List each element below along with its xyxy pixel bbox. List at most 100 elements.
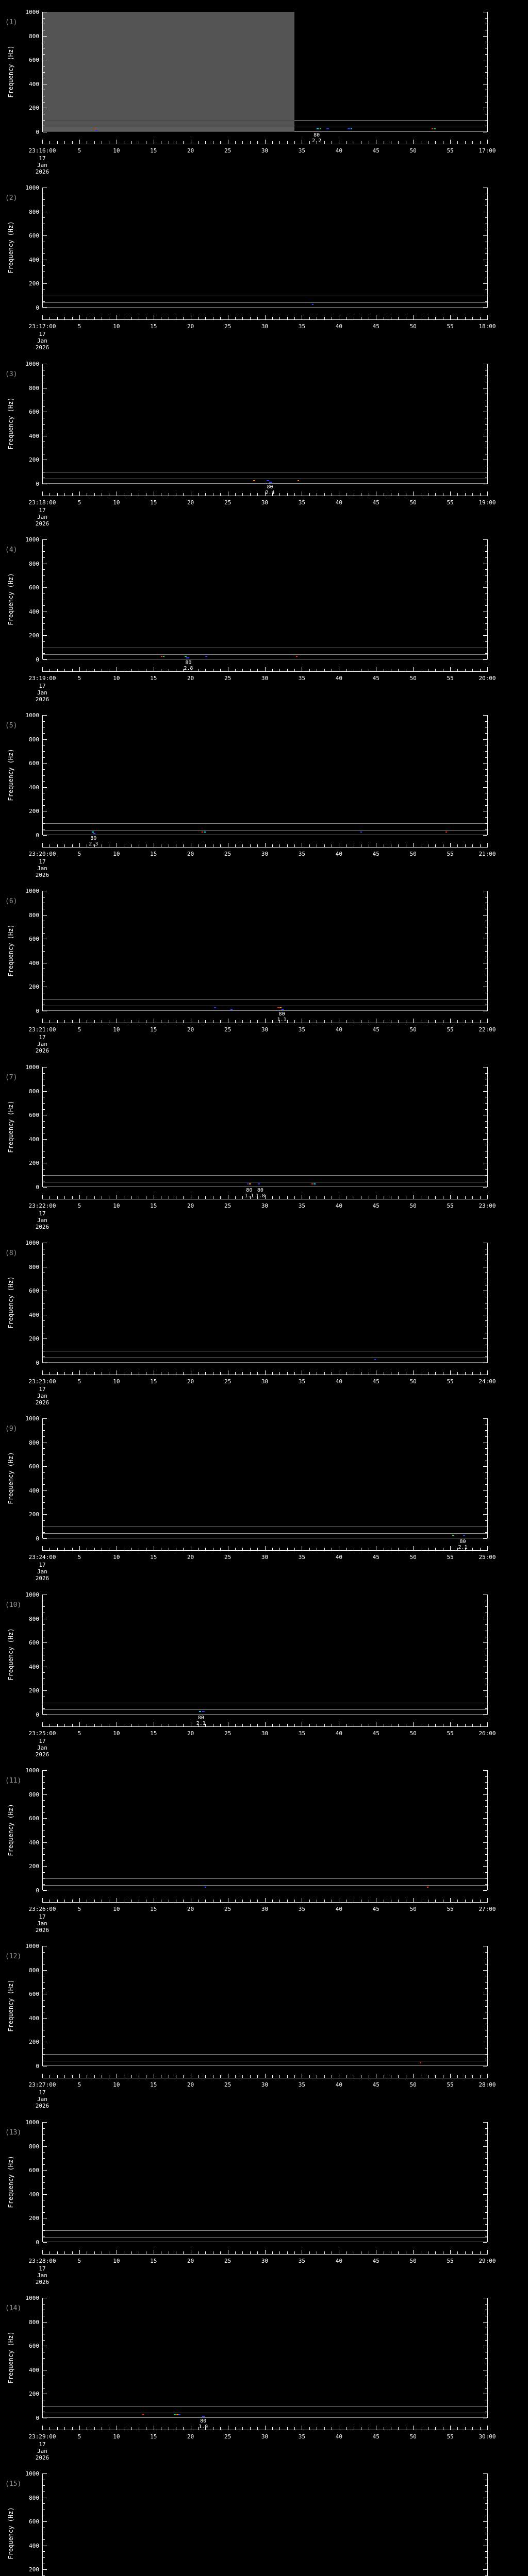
date-line: 2026 — [35, 344, 50, 351]
minute-tick-label: 10 — [113, 1202, 120, 1209]
minute-tick-label: 30 — [261, 499, 269, 506]
frequency-tick-label: 1000 — [25, 1767, 40, 1774]
axis-tick — [43, 2164, 45, 2165]
axis-tick — [472, 493, 473, 496]
axis-tick — [235, 1900, 236, 1902]
axis-tick — [485, 1708, 487, 1709]
end-hour-label: 21:00 — [478, 851, 496, 857]
axis-tick — [485, 951, 487, 952]
axis-tick — [413, 492, 414, 496]
minute-tick-label: 35 — [298, 2433, 306, 2440]
axis-tick — [485, 101, 487, 103]
axis-tick — [294, 141, 295, 144]
axis-tick — [483, 635, 487, 636]
axis-tick — [43, 1338, 47, 1340]
axis-tick — [485, 617, 487, 618]
event-marker — [277, 1007, 279, 1008]
axis-tick — [57, 2075, 58, 2078]
axis-tick — [43, 751, 45, 752]
axis-tick — [346, 1724, 347, 1726]
axis-tick — [43, 787, 47, 788]
date-line: Jan — [37, 865, 47, 872]
axis-tick — [309, 141, 310, 144]
axis-tick — [43, 721, 45, 722]
axis-tick — [450, 140, 451, 144]
axis-tick — [483, 835, 487, 836]
minute-tick-label: 5 — [77, 147, 81, 154]
event-annotation-bottom: 2.3 — [89, 841, 98, 847]
axis-tick — [485, 1448, 487, 1449]
axis-tick — [43, 2206, 45, 2207]
axis-tick — [435, 1724, 436, 1726]
event-marker — [253, 480, 256, 481]
minute-tick-label: 30 — [261, 1554, 269, 1561]
axis-tick — [472, 1724, 473, 1726]
axis-tick — [43, 2557, 45, 2558]
axis-tick — [43, 1836, 45, 1837]
event-marker — [295, 656, 298, 657]
axis-tick — [94, 669, 95, 671]
minute-tick-label: 20 — [187, 1554, 194, 1561]
minute-tick-label: 35 — [298, 499, 306, 506]
y-axis-right — [487, 2298, 488, 2418]
axis-tick — [413, 2074, 414, 2078]
spectrogram-plot-area — [42, 188, 487, 308]
axis-tick — [43, 2321, 47, 2323]
axis-tick — [483, 2521, 487, 2522]
axis-tick — [205, 2075, 206, 2078]
minute-tick-label: 25 — [224, 1906, 232, 1912]
axis-tick — [198, 669, 199, 671]
axis-tick — [398, 1020, 399, 1023]
minute-tick-label: 45 — [372, 1906, 380, 1912]
axis-tick — [183, 2075, 184, 2078]
event-annotation-top: 80 — [185, 660, 192, 666]
axis-tick — [43, 1430, 45, 1431]
axis-tick — [131, 493, 132, 496]
event-annotation: 80 2.1 — [458, 1539, 468, 1550]
axis-tick — [242, 1724, 243, 1726]
spectrogram-plot-area — [42, 2473, 487, 2576]
minute-tick-label: 40 — [335, 147, 342, 154]
axis-tick — [483, 715, 487, 716]
axis-tick — [483, 1818, 487, 1819]
axis-tick — [94, 2251, 95, 2254]
noise-band-line — [42, 1362, 487, 1363]
axis-tick — [250, 2251, 251, 2254]
axis-tick — [309, 2251, 310, 2254]
axis-tick — [398, 1372, 399, 1375]
axis-tick — [450, 1195, 451, 1199]
axis-tick — [183, 844, 184, 847]
minute-tick-label: 25 — [224, 499, 232, 506]
axis-tick — [94, 1548, 95, 1550]
axis-tick — [183, 1548, 184, 1550]
axis-tick — [485, 2539, 487, 2540]
axis-tick — [472, 1372, 473, 1375]
event-annotation-bottom: 2.4 — [265, 490, 275, 496]
y-axis — [42, 2122, 43, 2242]
axis-tick — [72, 1900, 73, 1902]
axis-tick — [43, 823, 45, 824]
axis-tick — [43, 283, 47, 284]
minute-tick-label: 20 — [187, 1906, 194, 1912]
axis-tick — [43, 2122, 47, 2123]
axis-tick — [457, 1372, 458, 1375]
axis-tick — [487, 1898, 488, 1902]
axis-tick — [485, 1812, 487, 1813]
axis-tick — [183, 2251, 184, 2254]
axis-tick — [485, 18, 487, 19]
event-marker — [312, 304, 314, 305]
axis-tick — [465, 2427, 466, 2430]
axis-tick — [57, 844, 58, 847]
axis-tick — [242, 2251, 243, 2254]
y-axis — [42, 2298, 43, 2418]
minute-tick-label: 15 — [150, 1554, 157, 1561]
axis-tick — [324, 2427, 325, 2430]
date-label: 17 Jan 2026 — [36, 1738, 50, 1758]
frequency-tick-label: 400 — [29, 1136, 39, 1143]
axis-tick — [42, 140, 43, 144]
axis-tick — [483, 283, 487, 284]
axis-tick — [485, 605, 487, 606]
x-axis — [42, 1550, 488, 1551]
axis-tick — [483, 1690, 487, 1691]
axis-tick — [450, 1898, 451, 1902]
